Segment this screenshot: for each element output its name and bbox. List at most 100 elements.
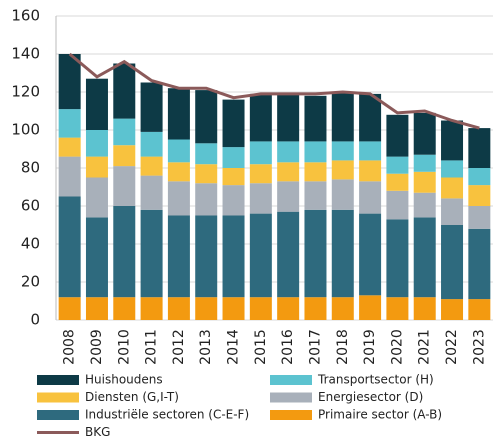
bar-segment bbox=[195, 215, 218, 298]
x-tick-label: 2010 bbox=[116, 329, 132, 365]
bar-segment bbox=[113, 166, 136, 206]
bar-segment bbox=[140, 156, 163, 176]
bar-segment bbox=[468, 206, 491, 229]
bar-segment bbox=[249, 93, 272, 142]
bar-segment bbox=[85, 130, 108, 157]
bar-segment bbox=[413, 171, 436, 193]
bar-segment bbox=[85, 297, 108, 320]
bar-segment bbox=[85, 177, 108, 218]
bar-segment bbox=[413, 297, 436, 320]
bar-segment bbox=[413, 217, 436, 298]
bar-segment bbox=[167, 297, 190, 320]
bar-segment bbox=[195, 90, 218, 144]
x-tick-label: 2011 bbox=[144, 329, 160, 365]
bar-segment bbox=[386, 297, 409, 320]
bar-segment bbox=[304, 162, 327, 182]
bar-segment bbox=[85, 217, 108, 298]
legend-label: Industriële sectoren (C-E-F) bbox=[85, 408, 249, 422]
bar-segment bbox=[331, 92, 354, 142]
bar-segment bbox=[167, 88, 190, 140]
bar-segment bbox=[468, 185, 491, 206]
x-tick-label: 2017 bbox=[307, 329, 323, 365]
legend-label: BKG bbox=[85, 425, 110, 439]
bar-segment bbox=[359, 181, 382, 214]
bar-segment bbox=[222, 168, 245, 186]
bar-segment bbox=[58, 109, 81, 138]
bar-segment bbox=[277, 162, 300, 182]
bar-segment bbox=[441, 160, 464, 178]
bar-segment bbox=[222, 147, 245, 168]
bar-segment bbox=[58, 156, 81, 197]
bar-segment bbox=[195, 183, 218, 216]
bar-segment bbox=[386, 156, 409, 174]
bar-segment bbox=[85, 156, 108, 178]
bar-segment bbox=[277, 181, 300, 212]
legend-label: Transportsector (H) bbox=[317, 373, 434, 387]
bar-segment bbox=[222, 215, 245, 298]
x-tick-label: 2008 bbox=[62, 329, 78, 365]
bar-segment bbox=[140, 131, 163, 157]
bar-segment bbox=[359, 141, 382, 161]
legend-swatch bbox=[270, 392, 312, 403]
bar-segment bbox=[277, 93, 300, 142]
y-tick-label: 0 bbox=[30, 311, 40, 329]
bar-segment bbox=[195, 297, 218, 320]
bar-segment bbox=[167, 215, 190, 298]
bar-segment bbox=[167, 139, 190, 163]
bar-segment bbox=[304, 209, 327, 298]
bar-segment bbox=[113, 206, 136, 298]
legend-swatch bbox=[37, 410, 79, 420]
bar-segment bbox=[359, 160, 382, 182]
bar-segment bbox=[140, 82, 163, 132]
bar-segment bbox=[222, 297, 245, 320]
x-tick-label: 2020 bbox=[389, 329, 405, 365]
bar-segment bbox=[140, 297, 163, 320]
legend-swatch bbox=[37, 392, 79, 403]
y-tick-label: 20 bbox=[21, 273, 40, 291]
x-tick-label: 2019 bbox=[362, 329, 378, 365]
bar-segment bbox=[441, 225, 464, 300]
bar-segment bbox=[58, 54, 81, 110]
bar-segment bbox=[58, 297, 81, 320]
bar-segment bbox=[304, 95, 327, 142]
bar-segment bbox=[359, 213, 382, 296]
x-tick-label: 2021 bbox=[417, 329, 433, 365]
bar-segment bbox=[277, 297, 300, 320]
bar-segment bbox=[249, 164, 272, 184]
bar-segment bbox=[386, 114, 409, 157]
bar-segment bbox=[413, 192, 436, 218]
legend-swatch bbox=[37, 375, 79, 385]
bar-segment bbox=[113, 145, 136, 167]
bar-segment bbox=[386, 173, 409, 191]
bar-segment bbox=[277, 211, 300, 298]
bar-segment bbox=[331, 160, 354, 180]
bar-segment bbox=[140, 175, 163, 210]
bar-segment bbox=[359, 295, 382, 320]
x-tick-label: 2023 bbox=[471, 329, 487, 365]
bar-segment bbox=[468, 128, 491, 168]
bar-segment bbox=[386, 219, 409, 298]
bar-segment bbox=[195, 164, 218, 184]
y-tick-label: 140 bbox=[11, 45, 40, 63]
x-tick-label: 2022 bbox=[444, 329, 460, 365]
y-tick-label: 60 bbox=[21, 197, 40, 215]
bar-segment bbox=[331, 209, 354, 298]
bar-segment bbox=[331, 297, 354, 320]
bar-segment bbox=[249, 141, 272, 165]
legend-label: Primaire sector (A-B) bbox=[318, 408, 442, 422]
bar-segment bbox=[304, 141, 327, 163]
bar-segment bbox=[441, 198, 464, 225]
bar-segment bbox=[413, 112, 436, 155]
bar-segment bbox=[441, 299, 464, 320]
y-tick-label: 80 bbox=[21, 159, 40, 177]
bar-segment bbox=[85, 78, 108, 130]
bar-segment bbox=[249, 183, 272, 214]
bar-segment bbox=[468, 168, 491, 186]
x-tick-label: 2018 bbox=[335, 329, 351, 365]
legend-swatch bbox=[270, 410, 312, 420]
x-tick-label: 2016 bbox=[280, 329, 296, 365]
bar-segment bbox=[140, 209, 163, 298]
legend-swatch bbox=[270, 375, 312, 385]
x-tick-label: 2013 bbox=[198, 329, 214, 365]
